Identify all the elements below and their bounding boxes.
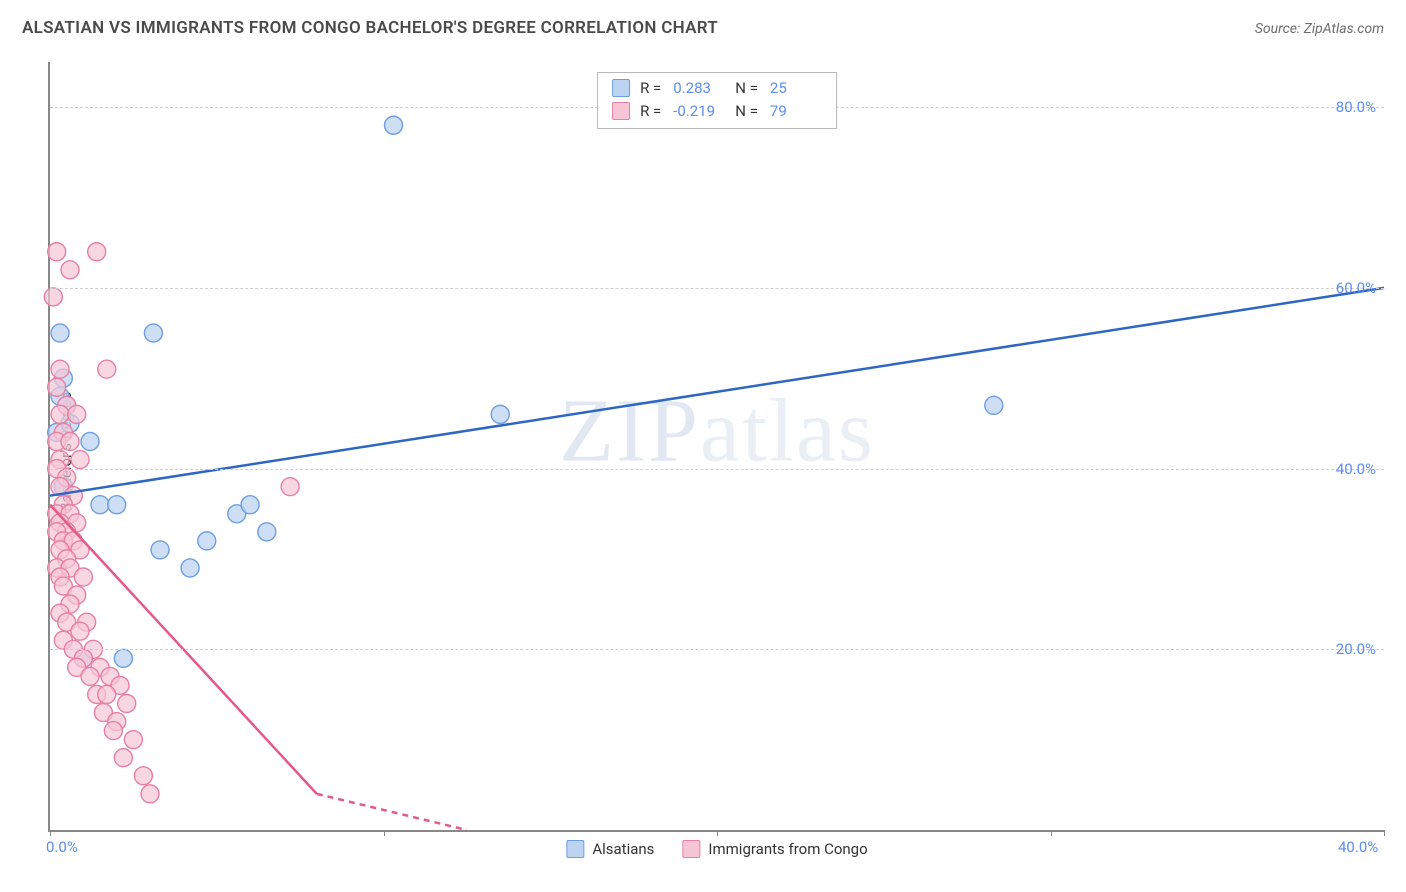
- data-point: [151, 541, 169, 559]
- trend-line: [317, 794, 467, 830]
- data-point: [48, 378, 66, 396]
- data-point: [114, 749, 132, 767]
- stat-r-congo: -0.219: [673, 100, 725, 123]
- gridline: [50, 649, 1384, 650]
- stat-n-alsatians: 25: [770, 77, 822, 100]
- swatch-congo-icon: [682, 840, 700, 858]
- x-tick-mark: [1051, 830, 1052, 836]
- data-point: [81, 667, 99, 685]
- stat-label-r: R =: [640, 77, 661, 100]
- data-point: [118, 695, 136, 713]
- data-point: [141, 785, 159, 803]
- x-tick-mark: [384, 830, 385, 836]
- plot-area: ZIPatlas R = 0.283 N = 25 R = -0.219 N =…: [48, 62, 1384, 832]
- bottom-legend: Alsatians Immigrants from Congo: [566, 840, 867, 858]
- y-tick-label: 60.0%: [1336, 279, 1376, 297]
- data-point: [81, 432, 99, 450]
- data-point: [48, 243, 66, 261]
- legend-label-congo: Immigrants from Congo: [708, 840, 867, 858]
- source-prefix: Source:: [1255, 21, 1304, 37]
- data-point: [51, 324, 69, 342]
- data-point: [144, 324, 162, 342]
- data-point: [71, 451, 89, 469]
- data-point: [74, 568, 92, 586]
- data-point: [61, 432, 79, 450]
- x-tick-mark: [717, 830, 718, 836]
- data-point: [71, 622, 89, 640]
- stats-row-congo: R = -0.219 N = 79: [612, 100, 822, 123]
- stat-label-r: R =: [640, 100, 661, 123]
- stat-label-n: N =: [735, 77, 758, 100]
- y-tick-label: 80.0%: [1336, 98, 1376, 116]
- swatch-alsatians-icon: [566, 840, 584, 858]
- data-point: [114, 649, 132, 667]
- scatter-svg: [50, 62, 1384, 830]
- header-bar: ALSATIAN VS IMMIGRANTS FROM CONGO BACHEL…: [0, 0, 1406, 44]
- legend-item-congo: Immigrants from Congo: [682, 840, 867, 858]
- stat-label-n: N =: [735, 100, 758, 123]
- data-point: [134, 767, 152, 785]
- data-point: [51, 405, 69, 423]
- data-point: [385, 116, 403, 134]
- data-point: [88, 243, 106, 261]
- legend-item-alsatians: Alsatians: [566, 840, 654, 858]
- x-tick-label: 0.0%: [46, 838, 78, 856]
- y-tick-label: 40.0%: [1336, 460, 1376, 478]
- source-name: ZipAtlas.com: [1304, 21, 1384, 37]
- gridline: [50, 469, 1384, 470]
- data-point: [491, 405, 509, 423]
- data-point: [51, 360, 69, 378]
- data-point: [258, 523, 276, 541]
- data-point: [104, 722, 122, 740]
- x-tick-mark: [50, 830, 51, 836]
- data-point: [91, 496, 109, 514]
- data-point: [61, 261, 79, 279]
- swatch-congo-icon: [612, 102, 630, 120]
- chart-container: Bachelor's Degree ZIPatlas R = 0.283 N =…: [48, 52, 1384, 852]
- data-point: [198, 532, 216, 550]
- data-point: [281, 478, 299, 496]
- data-point: [44, 288, 62, 306]
- data-point: [985, 396, 1003, 414]
- data-point: [241, 496, 259, 514]
- chart-title: ALSATIAN VS IMMIGRANTS FROM CONGO BACHEL…: [22, 18, 718, 38]
- swatch-alsatians-icon: [612, 79, 630, 97]
- gridline: [50, 288, 1384, 289]
- legend-label-alsatians: Alsatians: [592, 840, 654, 858]
- x-tick-label: 40.0%: [1338, 838, 1378, 856]
- data-point: [108, 496, 126, 514]
- data-point: [68, 405, 86, 423]
- y-tick-label: 20.0%: [1336, 640, 1376, 658]
- source-credit: Source: ZipAtlas.com: [1255, 21, 1384, 37]
- data-point: [181, 559, 199, 577]
- data-point: [98, 360, 116, 378]
- stat-r-alsatians: 0.283: [673, 77, 725, 100]
- stats-legend-box: R = 0.283 N = 25 R = -0.219 N = 79: [597, 72, 837, 129]
- data-point: [124, 731, 142, 749]
- data-point: [98, 685, 116, 703]
- stats-row-alsatians: R = 0.283 N = 25: [612, 77, 822, 100]
- stat-n-congo: 79: [770, 100, 822, 123]
- x-tick-mark: [1384, 830, 1385, 836]
- trend-line: [50, 288, 1384, 496]
